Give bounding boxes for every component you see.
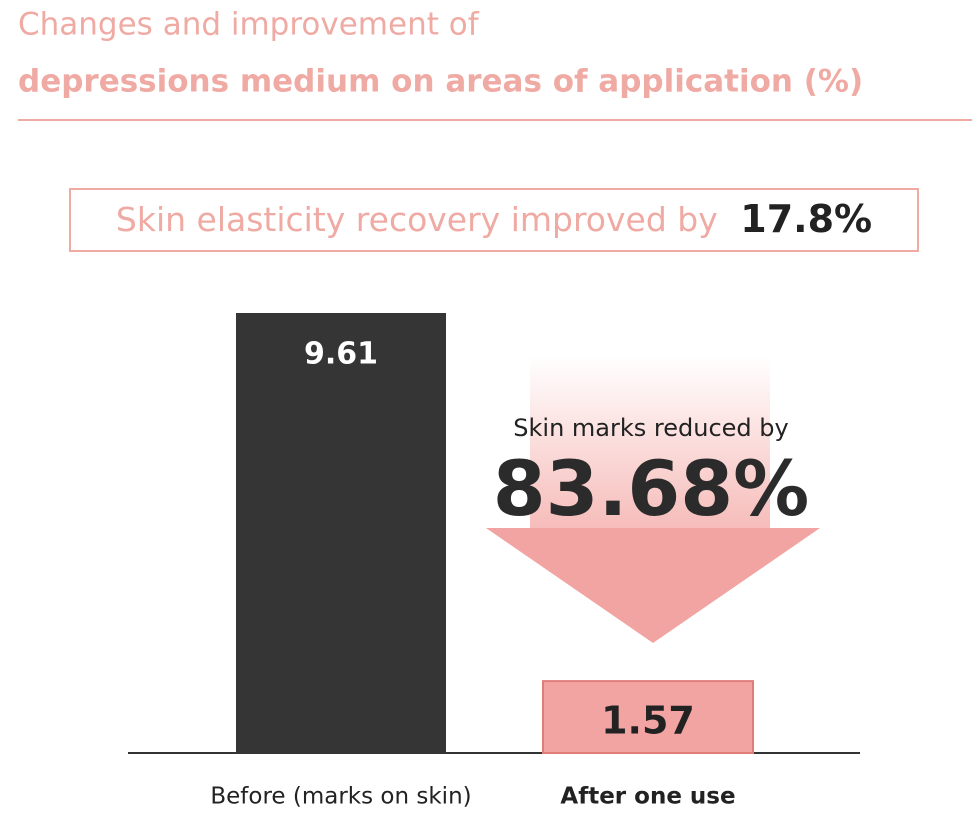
chart-subtitle: depressions medium on areas of applicati… (18, 64, 863, 100)
chart-title: Changes and improvement of (18, 7, 480, 43)
annotation-highlight: 83.68% (493, 444, 810, 533)
value-label: 1.57 (601, 699, 695, 743)
x-tick-label: After one use (560, 784, 735, 810)
bar (236, 313, 446, 753)
annotation-text: Skin marks reduced by (513, 414, 788, 442)
x-tick-label: Before (marks on skin) (210, 784, 471, 810)
arrow-head (486, 528, 820, 643)
arrow-shaft (530, 355, 770, 530)
value-label: 9.61 (304, 337, 378, 372)
banner-highlight: 17.8% (740, 197, 872, 241)
bar (542, 680, 754, 754)
banner: Skin elasticity recovery improved by 17.… (116, 197, 872, 241)
banner-text: Skin elasticity recovery improved by (116, 200, 718, 239)
banner-box (69, 188, 919, 252)
